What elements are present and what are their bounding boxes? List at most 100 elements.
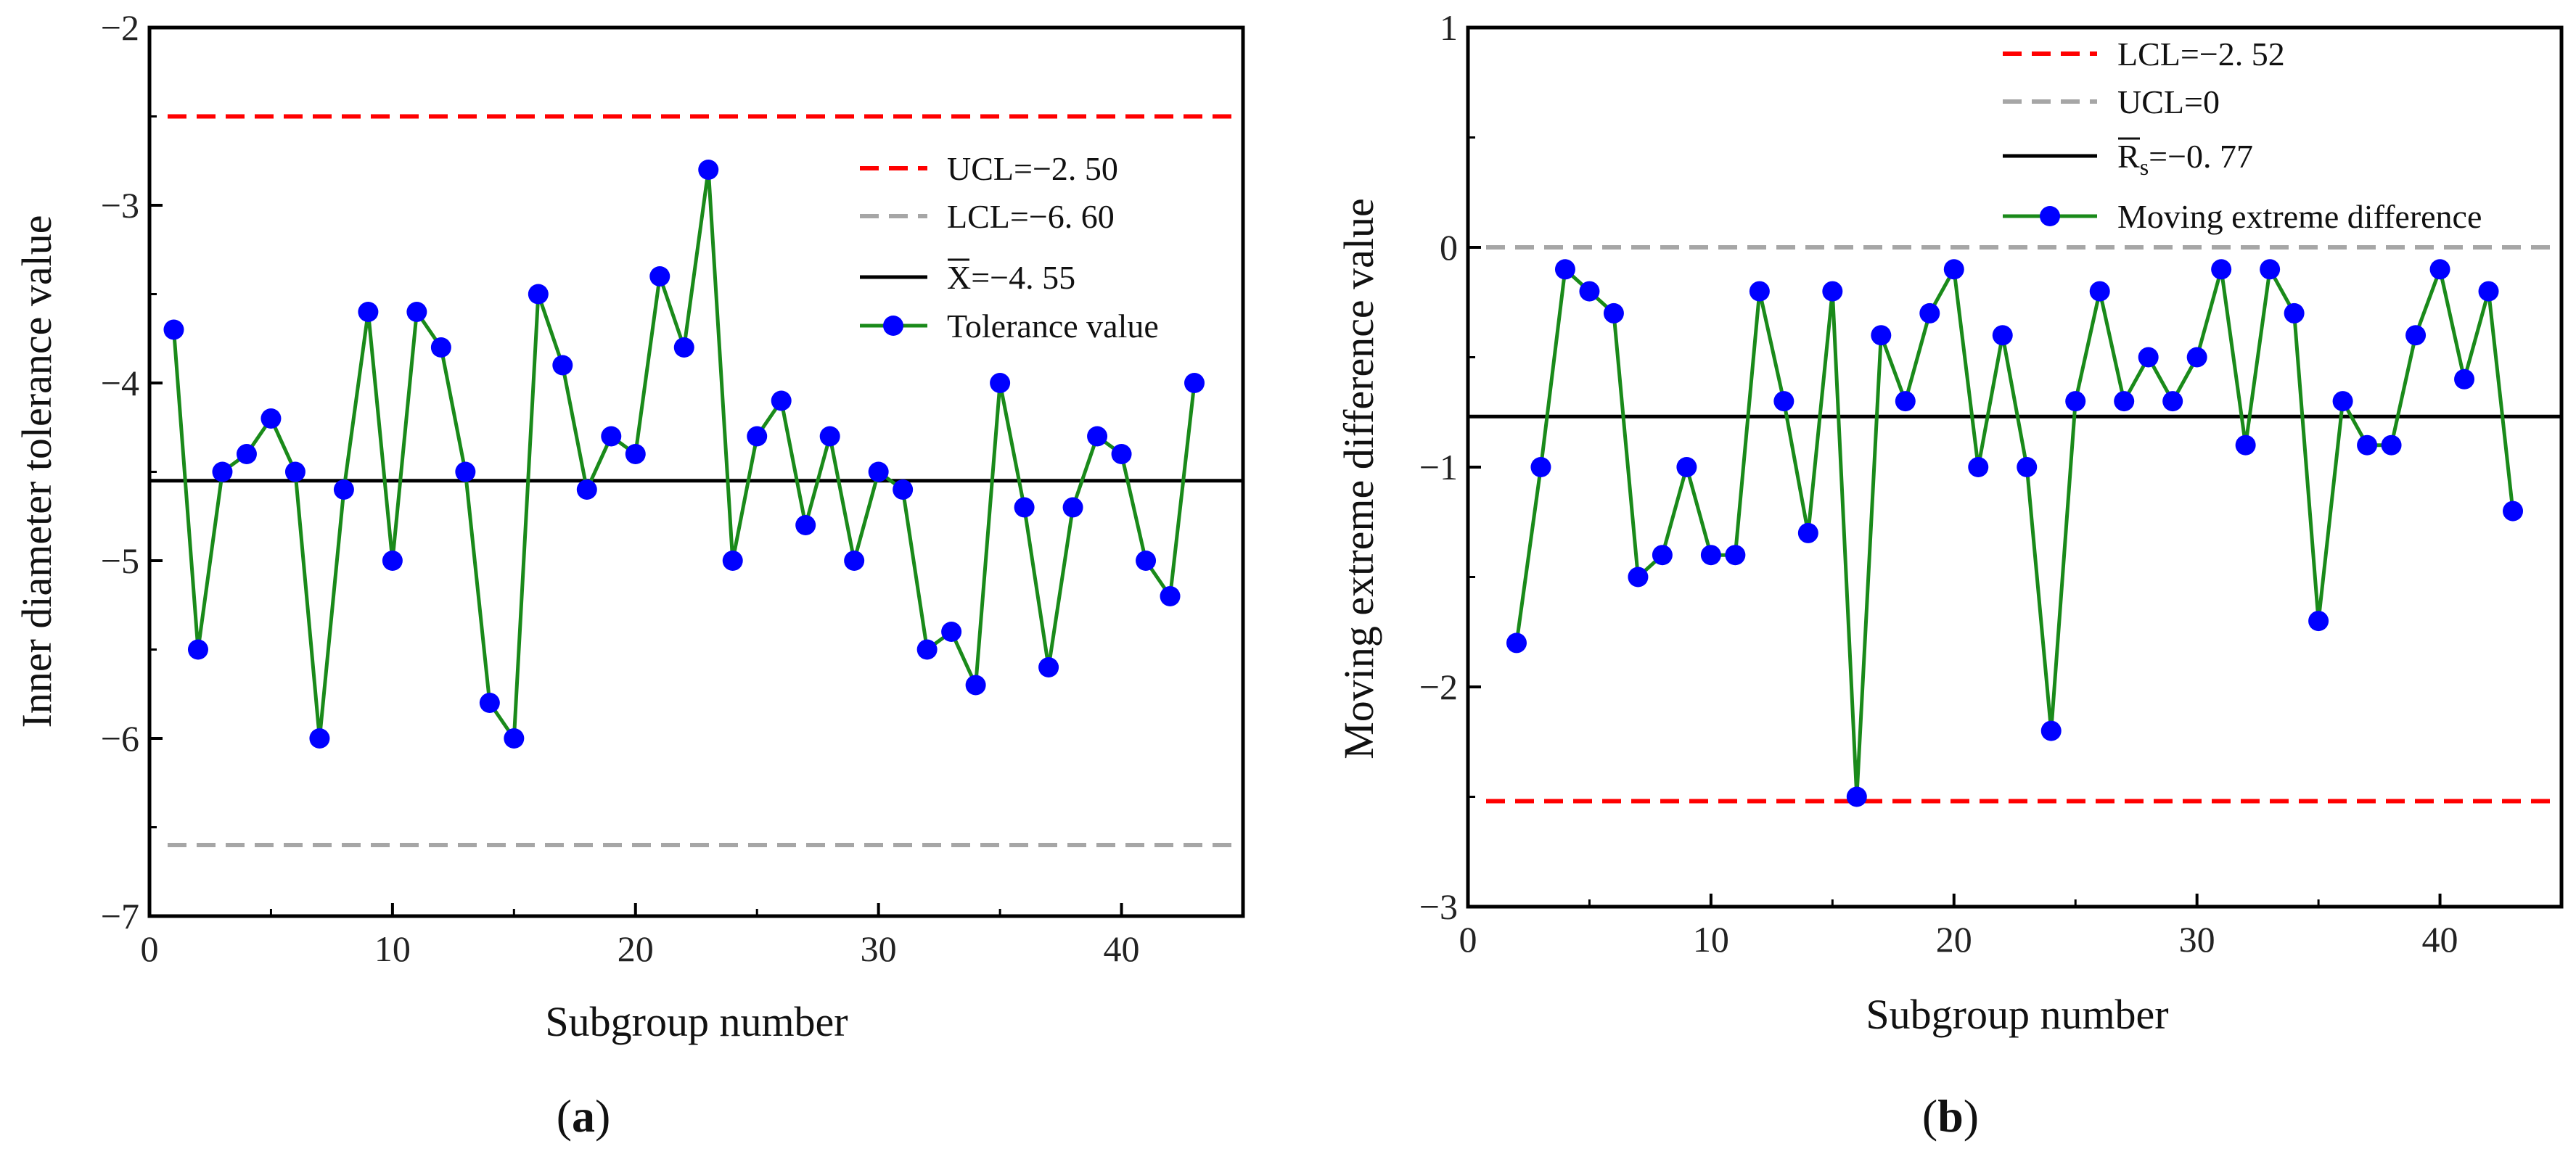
- chart-b-legend: LCL=−2. 52 UCL=0 Rs=−0. 77 Moving extrem…: [2003, 36, 2482, 235]
- x-tick-label: 0: [141, 928, 159, 969]
- x-tick-label: 30: [2179, 919, 2215, 960]
- y-tick-label: 1: [1440, 7, 1458, 48]
- data-point: [2381, 434, 2402, 456]
- data-point: [2186, 347, 2207, 368]
- data-point: [2478, 281, 2499, 302]
- data-point: [1943, 259, 1964, 280]
- data-point: [236, 444, 257, 464]
- data-point: [2405, 325, 2427, 346]
- data-point: [187, 639, 208, 660]
- y-tick-label: −2: [1419, 667, 1458, 707]
- data-point: [1992, 325, 2013, 346]
- data-point: [1014, 497, 1035, 518]
- x-tick-label: 20: [1936, 919, 1972, 960]
- data-point: [1628, 566, 1649, 588]
- y-tick-label: −5: [101, 540, 139, 581]
- data-point: [1136, 551, 1157, 571]
- data-point: [1506, 632, 1527, 654]
- data-point: [2089, 281, 2110, 302]
- data-point: [1087, 426, 1108, 447]
- data-point: [2162, 391, 2183, 412]
- data-point: [504, 728, 525, 749]
- data-point: [819, 426, 840, 447]
- data-point: [479, 693, 500, 713]
- data-point: [2235, 434, 2256, 456]
- y-tick-label: −1: [1419, 447, 1458, 487]
- y-tick-label: −2: [101, 7, 139, 48]
- legend-lcl-label: LCL=−2. 52: [2117, 36, 2285, 73]
- y-tick-label: −4: [101, 363, 139, 403]
- data-point: [406, 302, 427, 322]
- y-tick-label: −6: [101, 718, 139, 759]
- panel-b-label: (b): [1922, 1090, 1979, 1142]
- data-point: [1111, 444, 1132, 464]
- chart-a-legend: UCL=−2. 50 LCL=−6. 60 X=−4. 55 Tolerance…: [860, 150, 1159, 345]
- data-point: [1846, 786, 1867, 807]
- data-point: [455, 461, 476, 482]
- data-point: [2503, 500, 2524, 522]
- data-point: [576, 479, 597, 500]
- chart-a-series: [163, 160, 1205, 749]
- data-point: [1895, 391, 1916, 412]
- data-point: [1184, 373, 1205, 393]
- data-point: [2211, 259, 2232, 280]
- data-point: [965, 675, 986, 696]
- chart-a-reference-lines: [149, 114, 1243, 847]
- data-point: [1038, 657, 1059, 677]
- data-point: [2332, 391, 2353, 412]
- legend-series-label: Tolerance value: [947, 308, 1159, 345]
- data-point: [673, 337, 694, 358]
- data-point: [1062, 497, 1083, 518]
- data-point: [1603, 302, 1624, 324]
- data-point: [844, 551, 865, 571]
- legend-series-label: Moving extreme difference: [2117, 198, 2482, 235]
- chart-b-plot-frame: [1466, 25, 2564, 909]
- data-point: [1700, 545, 1721, 566]
- chart-a: 0 10 20 30 40 −7 −6 −5 −4 −3 −2 Subgroup number In…: [13, 7, 1245, 1142]
- chart-b-reference-lines: [1468, 245, 2561, 804]
- data-point: [1530, 457, 1551, 477]
- data-point: [916, 639, 938, 660]
- data-point: [1871, 325, 1892, 346]
- data-point: [771, 390, 792, 411]
- data-point: [2308, 611, 2329, 632]
- y-tick-label: 0: [1440, 227, 1458, 268]
- y-tick-label: −3: [1419, 886, 1458, 927]
- data-point: [382, 551, 403, 571]
- chart-b-series: [1506, 259, 2524, 807]
- data-point: [1652, 545, 1673, 566]
- data-point: [625, 444, 646, 464]
- data-point: [2138, 347, 2159, 368]
- data-point: [2017, 457, 2038, 477]
- data-point: [601, 426, 622, 447]
- legend-series-marker: [2040, 206, 2060, 226]
- panel-a-label: (a): [557, 1090, 611, 1142]
- data-point: [2284, 302, 2305, 324]
- data-point: [1797, 522, 1818, 543]
- data-point: [430, 337, 451, 358]
- data-point: [1725, 545, 1746, 566]
- data-point: [2260, 259, 2281, 280]
- y-tick-label: −7: [101, 896, 139, 936]
- data-point: [2429, 259, 2450, 280]
- chart-a-x-axis-title: Subgroup number: [545, 998, 848, 1045]
- data-point: [261, 408, 282, 429]
- x-tick-label: 10: [1693, 919, 1729, 960]
- data-point: [1773, 391, 1794, 412]
- series-line: [1514, 267, 2515, 799]
- data-point: [868, 461, 889, 482]
- data-point: [284, 461, 305, 482]
- legend-mean-label: X=−4. 55: [947, 259, 1075, 296]
- y-tick-label: −3: [101, 185, 139, 226]
- legend-mean-label: Rs=−0. 77: [2117, 138, 2253, 180]
- data-point: [358, 302, 379, 322]
- data-point: [528, 284, 549, 305]
- x-tick-label: 0: [1459, 919, 1477, 960]
- x-tick-label: 40: [2422, 919, 2458, 960]
- x-tick-label: 30: [861, 928, 897, 969]
- legend-lcl-label: LCL=−6. 60: [947, 198, 1115, 235]
- chart-a-ticks: 0 10 20 30 40 −7 −6 −5 −4 −3 −2: [101, 7, 1140, 969]
- data-point: [552, 355, 573, 376]
- data-point: [1919, 302, 1940, 324]
- chart-b: 0 10 20 30 40 −3 −2 −1 0 1 Subgroup number Moving…: [1335, 7, 2564, 1142]
